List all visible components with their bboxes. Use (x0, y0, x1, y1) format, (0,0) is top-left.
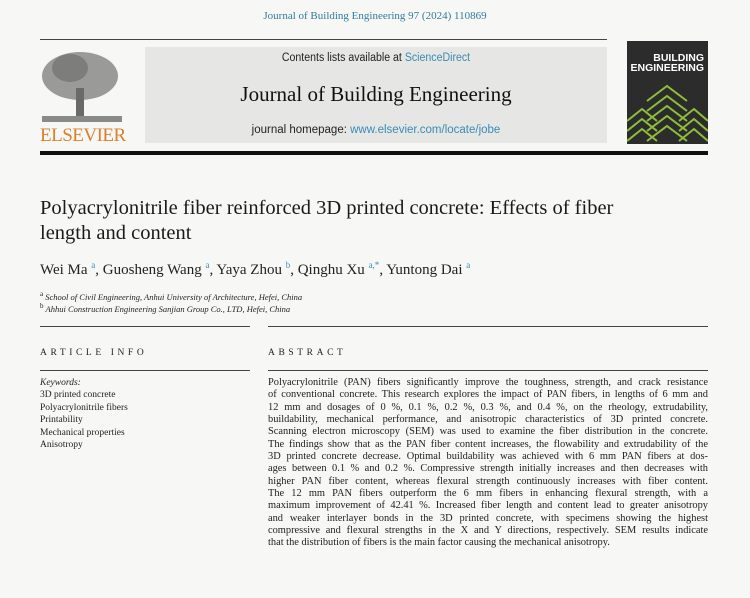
journal-title: Journal of Building Engineering (240, 82, 512, 106)
abstract-line: maximum improvement of 42.41 %. Increase… (268, 500, 708, 512)
cover-title-1: BUILDING (653, 52, 704, 64)
affiliation: b Ahhui Construction Engineering Sanjian… (40, 302, 291, 314)
abstract-line: 12 mm and dosages of 0 %, 0.1 %, 0.2 %, … (268, 401, 708, 413)
divider (40, 326, 250, 327)
sciencedirect-link[interactable]: ScienceDirect (404, 52, 471, 64)
journal-banner (145, 47, 607, 143)
abstract-line: 3D printed concrete decrease. Optimal bu… (268, 451, 708, 463)
abstract-heading: ABSTRACT (268, 348, 347, 358)
article-info-heading: ARTICLE INFO (40, 348, 148, 358)
abstract-line: higher PAN fiber content, whereas flexur… (268, 475, 708, 487)
article-title: Polyacrylonitrile fiber reinforced 3D pr… (40, 197, 614, 244)
journal-cover: BUILDING ENGINEERING (627, 41, 708, 144)
elsevier-tree-logo (42, 52, 122, 122)
author-list: Wei Ma a, Guosheng Wang a, Yaya Zhou b, … (40, 260, 471, 278)
abstract-body: Polyacrylonitrile (PAN) fibers significa… (268, 377, 708, 550)
author[interactable]: Wei Ma a (40, 260, 96, 278)
abstract-line: compressive and flexural strengths in th… (268, 525, 708, 537)
publisher-logo-text: ELSEVIER (40, 125, 126, 146)
keyword: Mechanical properties (40, 427, 125, 438)
abstract-line: and weaker interlayer bonds in the 3D pr… (268, 512, 708, 524)
keywords-label: Keywords: (40, 378, 81, 388)
abstract-line: The findings show that as the PAN fiber … (268, 438, 708, 450)
abstract-line: buildability, mechanical performance, an… (268, 414, 708, 426)
header-thick-rule (40, 151, 708, 155)
abstract-line: of conventional concrete. This research … (268, 389, 708, 401)
homepage-label: journal homepage: (251, 124, 351, 136)
author[interactable]: Guosheng Wang a (102, 260, 210, 278)
keyword: Anisotropy (40, 440, 83, 451)
keyword: Polyacrylonitrile fibers (40, 402, 128, 413)
contents-label: Contents lists available at (281, 52, 405, 64)
homepage-line: journal homepage: www.elsevier.com/locat… (145, 124, 607, 136)
divider (268, 326, 708, 327)
divider (268, 370, 708, 371)
homepage-link[interactable]: www.elsevier.com/locate/jobe (350, 124, 501, 136)
divider (40, 39, 607, 40)
contents-line: Contents lists available at ScienceDirec… (163, 52, 588, 64)
cover-chevron-graphic (627, 84, 708, 142)
abstract-line: Polyacrylonitrile (PAN) fibers significa… (268, 377, 708, 388)
keyword: Printability (40, 415, 83, 426)
author[interactable]: Yuntong Dai a (386, 260, 471, 278)
keyword: 3D printed concrete (40, 390, 116, 401)
abstract-line: The 12 mm PAN fibers outperform the 6 mm… (268, 488, 708, 500)
divider (40, 370, 250, 371)
abstract-line: ages between 0.1 % and 0.2 %. Compressiv… (268, 463, 708, 475)
abstract-line: that the distribution of fibers is the m… (268, 537, 610, 549)
journal-citation: Journal of Building Engineering 97 (2024… (263, 10, 487, 22)
author[interactable]: Yaya Zhou b (216, 260, 291, 278)
keywords: Keywords: 3D printed concrete Polyacrylo… (40, 377, 128, 451)
abstract-line: Scanning electron microscopy (SEM) was u… (268, 426, 708, 438)
affiliation: a School of Civil Engineering, Anhui Uni… (40, 290, 303, 302)
cover-title-2: ENGINEERING (630, 62, 704, 74)
author[interactable]: Qinghu Xu a,* (297, 260, 380, 278)
